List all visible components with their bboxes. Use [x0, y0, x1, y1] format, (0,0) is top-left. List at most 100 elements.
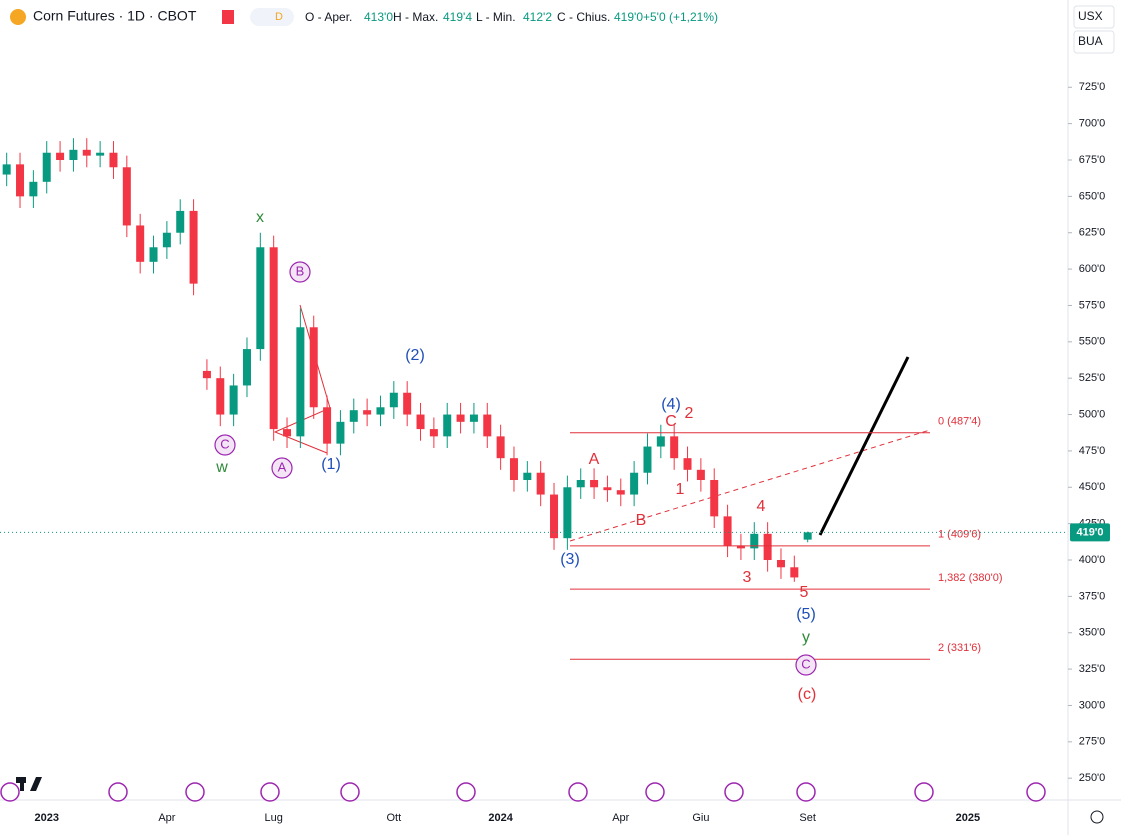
x-tick-label: Apr [158, 812, 175, 824]
candle-body [323, 407, 332, 444]
x-tick-label: 2023 [34, 812, 58, 824]
candle-body [42, 152, 51, 182]
y-tick-label: 250'0 [1079, 772, 1106, 784]
candle-body [136, 225, 145, 262]
ohlc-o-value: 413'0 [364, 10, 393, 24]
flag-icon[interactable] [222, 10, 234, 24]
candle-body [283, 429, 292, 437]
ohlc-h-label: H - Max. [393, 10, 438, 24]
candle-body [216, 378, 225, 415]
wave-label: (1) [321, 456, 341, 473]
candle-body [736, 545, 745, 549]
wave-label: A [278, 459, 287, 474]
fib-label: 2 (331'6) [938, 642, 981, 654]
x-tick-label: Apr [612, 812, 629, 824]
tv-logo [16, 777, 42, 791]
candle-body [790, 567, 799, 578]
y-tick-label: 450'0 [1079, 481, 1106, 493]
unit-button[interactable] [1073, 30, 1115, 54]
wave-label: (4) [661, 396, 681, 413]
y-tick-label: 275'0 [1079, 736, 1106, 748]
nav-icon [260, 782, 280, 802]
ohlc-c-value: 419'0 [614, 10, 643, 24]
wave-label: C [220, 436, 229, 451]
y-tick-label: 375'0 [1079, 590, 1106, 602]
settings-icon[interactable] [1090, 810, 1104, 824]
candle-body [670, 436, 679, 459]
candle-body [96, 152, 105, 156]
wave-circle [271, 457, 293, 479]
wave-label: C [801, 656, 810, 671]
badge [250, 8, 294, 26]
wave-label: A [589, 451, 600, 468]
x-tick-label: 2025 [956, 812, 980, 824]
candle-body [269, 247, 278, 430]
wave-label: 4 [757, 498, 766, 515]
nav-icon [185, 782, 205, 802]
ohlc-change: +5'0 (+1,21%) [643, 10, 718, 24]
candle-body [763, 533, 772, 560]
wave-label: B [296, 263, 305, 278]
candle-body [363, 410, 372, 415]
candle-body [603, 487, 612, 491]
candle-body [536, 472, 545, 495]
candle-body [750, 533, 759, 549]
candle-body [29, 181, 38, 197]
wave-label: (3) [560, 551, 580, 568]
wave-circle [795, 654, 817, 676]
candle-body [229, 385, 238, 415]
candle-body [16, 164, 25, 197]
nav-icon [340, 782, 360, 802]
nav-icon [568, 782, 588, 802]
x-tick-label: Giu [692, 812, 709, 824]
candle-body [349, 410, 358, 422]
candle-body [710, 480, 719, 517]
candle-body [56, 152, 65, 160]
candle-body [2, 164, 11, 175]
candle-body [122, 167, 131, 226]
wave-circle [214, 434, 236, 456]
nav-icon [914, 782, 934, 802]
candle-body [69, 149, 78, 160]
y-tick-label: 500'0 [1079, 408, 1106, 420]
candle-body [176, 210, 185, 233]
x-tick-label: 2024 [488, 812, 513, 824]
y-tick-label: 475'0 [1079, 445, 1106, 457]
nav-icon [456, 782, 476, 802]
candle-body [242, 349, 251, 386]
candle-body [550, 494, 559, 539]
wave-label: B [636, 512, 647, 529]
candle-body [82, 149, 91, 156]
candle-body [483, 414, 492, 437]
wave-label: 2 [685, 405, 694, 422]
candle-body [590, 480, 599, 488]
candle-body [403, 392, 412, 415]
chart-title: Corn Futures · 1D · CBOT [33, 8, 197, 24]
candle-body [309, 327, 318, 408]
wave-label: y [802, 629, 810, 646]
fib-label: 1,382 (380'0) [938, 572, 1002, 584]
x-tick-label: Ott [386, 812, 401, 824]
wave-label: 1 [676, 481, 685, 498]
candle-body [109, 152, 118, 168]
nav-icon [1026, 782, 1046, 802]
candle-body [416, 414, 425, 430]
fib-label: 0 (487'4) [938, 416, 981, 428]
projection-line [818, 356, 910, 536]
y-tick-label: 725'0 [1079, 81, 1106, 93]
y-tick-label: 600'0 [1079, 263, 1106, 275]
candle-body [523, 472, 532, 480]
y-tick-label: 350'0 [1079, 627, 1106, 639]
candle-body [576, 480, 585, 488]
candle-body [429, 429, 438, 437]
currency-button[interactable] [1073, 5, 1115, 29]
ohlc-c-label: C - Chius. [557, 10, 610, 24]
wave-label: (2) [405, 347, 425, 364]
wave-label: 3 [743, 569, 752, 586]
currency: USX [1078, 9, 1103, 23]
candle-body [389, 392, 398, 408]
ohlc-l-label: L - Min. [476, 10, 516, 24]
wave-label: x [256, 209, 264, 226]
